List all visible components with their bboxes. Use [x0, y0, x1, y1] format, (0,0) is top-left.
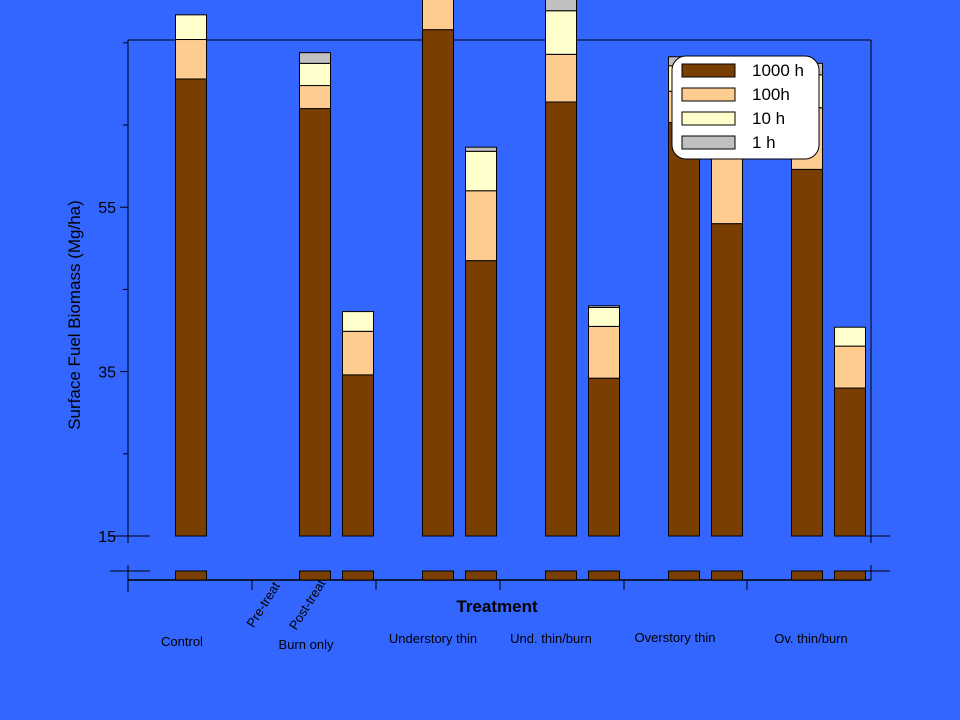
- legend-swatch: [681, 111, 736, 126]
- x-group-label: Overstory thin: [635, 630, 716, 645]
- y-tick-label: 35: [98, 365, 116, 382]
- bar-stub-1000h: [791, 570, 823, 581]
- bar-stub-1000h: [175, 570, 207, 581]
- bar-stub-1000h: [422, 570, 454, 581]
- bar-stub-1000h: [588, 570, 620, 581]
- y-axis-label: Surface Fuel Biomass (Mg/ha): [65, 200, 84, 430]
- bar-segment-1000h: [175, 78, 207, 537]
- bar-stub-1000h: [545, 570, 577, 581]
- bar-segment-10h: [545, 10, 577, 55]
- y-tick-label: 15: [98, 529, 116, 546]
- x-sub-label: Pre-treat: [243, 579, 283, 630]
- bar-stub-1000h: [711, 570, 743, 581]
- legend-swatch: [681, 87, 736, 102]
- legend-swatch: [681, 63, 736, 78]
- legend-label: 100h: [752, 85, 790, 104]
- bar-stub-1000h: [465, 570, 497, 581]
- bar-segment-1000h: [465, 260, 497, 537]
- bar-segment-100h: [342, 330, 374, 376]
- bar-segment-100h: [422, 0, 454, 31]
- bar-segment-1h: [299, 52, 331, 64]
- legend: 1000 h 100h 10 h 1 h: [671, 55, 820, 160]
- legend-label: 1000 h: [752, 61, 804, 80]
- bar-stub-1000h: [299, 570, 331, 581]
- x-group-label: Control: [161, 634, 203, 649]
- x-group-label: Und. thin/burn: [510, 631, 592, 646]
- bar-segment-1000h: [791, 168, 823, 537]
- bar-segment-10h: [342, 311, 374, 332]
- bar-segment-1h: [545, 0, 577, 12]
- bar-segment-100h: [545, 53, 577, 103]
- legend-label: 1 h: [752, 133, 776, 152]
- bar-segment-100h: [834, 345, 866, 389]
- x-sub-label: Post-treat: [286, 576, 329, 632]
- bar-segment-10h: [588, 306, 620, 327]
- bar-segment-1000h: [711, 223, 743, 537]
- bar-segment-100h: [299, 85, 331, 110]
- bar-segment-100h: [465, 190, 497, 262]
- bar-segment-100h: [175, 39, 207, 80]
- bar-segment-1h: [465, 146, 497, 152]
- x-group-label: Ov. thin/burn: [774, 631, 847, 646]
- bar-stub-1000h: [834, 570, 866, 581]
- bar-segment-10h: [834, 326, 866, 347]
- x-axis-label: Treatment: [456, 597, 538, 616]
- bar-segment-10h: [175, 14, 207, 41]
- bar-stub-1000h: [342, 570, 374, 581]
- bar-segment-100h: [588, 325, 620, 379]
- bar-stub-1000h: [668, 570, 700, 581]
- x-group-label: Understory thin: [389, 631, 477, 646]
- legend-label: 10 h: [752, 109, 785, 128]
- bar-segment-1000h: [834, 387, 866, 537]
- bar-segment-1000h: [299, 108, 331, 537]
- bar-segment-1000h: [342, 374, 374, 537]
- y-tick-label: 55: [98, 200, 116, 217]
- x-group-label: Burn only: [279, 637, 334, 652]
- bar-segment-10h: [465, 150, 497, 192]
- bar-segment-1000h: [545, 101, 577, 537]
- bar-segment-1000h: [422, 29, 454, 537]
- legend-swatch: [681, 135, 736, 150]
- legend-box: [671, 55, 820, 160]
- bar-segment-10h: [299, 62, 331, 87]
- bar-segment-1000h: [588, 377, 620, 537]
- bar-segment-1h: [588, 305, 620, 308]
- bar-segment-1000h: [668, 122, 700, 537]
